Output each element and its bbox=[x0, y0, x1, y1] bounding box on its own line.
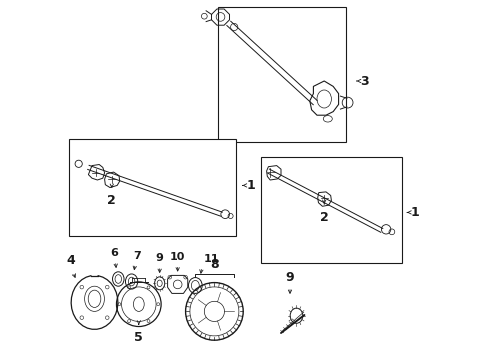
Bar bbox=[69, 139, 236, 236]
Text: 3: 3 bbox=[360, 75, 369, 87]
Text: 9: 9 bbox=[286, 271, 294, 284]
Text: 2: 2 bbox=[320, 211, 329, 224]
Text: 11: 11 bbox=[203, 254, 219, 264]
Text: 5: 5 bbox=[134, 331, 143, 344]
Text: 8: 8 bbox=[210, 258, 219, 271]
Text: 9: 9 bbox=[156, 253, 164, 263]
Text: 7: 7 bbox=[133, 251, 141, 261]
Bar bbox=[218, 7, 346, 142]
Text: 10: 10 bbox=[170, 252, 185, 262]
Text: 4: 4 bbox=[67, 255, 75, 267]
Text: 1: 1 bbox=[246, 179, 255, 192]
Text: 2: 2 bbox=[107, 194, 116, 207]
Text: 6: 6 bbox=[111, 248, 119, 258]
Bar bbox=[261, 157, 402, 263]
Text: 1: 1 bbox=[411, 206, 419, 219]
